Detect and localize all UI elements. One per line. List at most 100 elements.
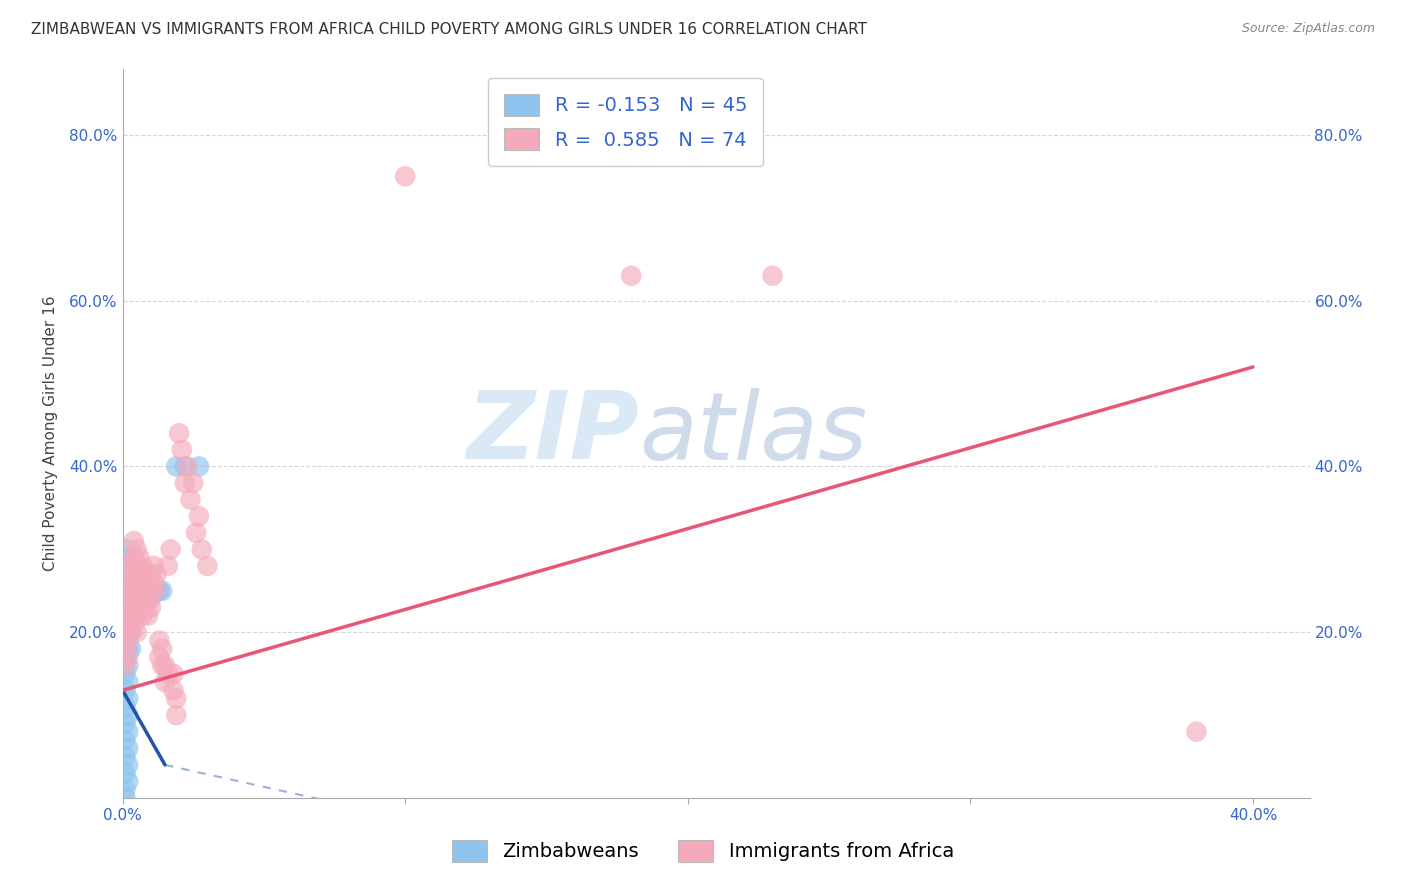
Point: [114, 791, 136, 805]
Point: [117, 625, 139, 640]
Point: [122, 617, 145, 632]
Point: [120, 625, 142, 640]
Point: [114, 625, 136, 640]
Point: [114, 766, 136, 780]
Point: [162, 683, 184, 698]
Point: [125, 625, 148, 640]
Point: [150, 583, 173, 598]
Point: [114, 633, 136, 648]
Point: [120, 592, 142, 607]
Point: [117, 633, 139, 648]
Point: [114, 666, 136, 681]
Point: [128, 567, 150, 582]
Point: [170, 442, 193, 457]
Point: [620, 268, 643, 283]
Point: [114, 567, 136, 582]
Point: [117, 675, 139, 690]
Point: [148, 633, 170, 648]
Point: [114, 583, 136, 598]
Point: [139, 567, 162, 582]
Point: [139, 583, 162, 598]
Point: [134, 567, 156, 582]
Point: [139, 600, 162, 615]
Point: [139, 592, 162, 607]
Point: [117, 658, 139, 673]
Point: [142, 558, 165, 573]
Point: [128, 550, 150, 565]
Point: [156, 558, 179, 573]
Point: [125, 592, 148, 607]
Legend: R = -0.153   N = 45, R =  0.585   N = 74: R = -0.153 N = 45, R = 0.585 N = 74: [488, 78, 762, 166]
Point: [122, 592, 145, 607]
Y-axis label: Child Poverty Among Girls Under 16: Child Poverty Among Girls Under 16: [44, 295, 58, 571]
Point: [148, 650, 170, 665]
Point: [131, 592, 153, 607]
Point: [145, 567, 167, 582]
Point: [122, 550, 145, 565]
Point: [117, 758, 139, 772]
Point: [114, 608, 136, 623]
Text: Source: ZipAtlas.com: Source: ZipAtlas.com: [1241, 22, 1375, 36]
Point: [131, 592, 153, 607]
Point: [195, 558, 218, 573]
Point: [159, 542, 181, 557]
Point: [120, 608, 142, 623]
Point: [114, 617, 136, 632]
Point: [153, 658, 176, 673]
Point: [114, 733, 136, 747]
Point: [114, 641, 136, 656]
Point: [114, 600, 136, 615]
Point: [150, 658, 173, 673]
Point: [142, 583, 165, 598]
Point: [173, 476, 195, 491]
Point: [150, 641, 173, 656]
Point: [114, 650, 136, 665]
Point: [156, 666, 179, 681]
Point: [122, 608, 145, 623]
Point: [134, 592, 156, 607]
Point: [181, 476, 204, 491]
Point: [136, 575, 159, 590]
Point: [128, 600, 150, 615]
Point: [117, 724, 139, 739]
Point: [165, 459, 187, 474]
Point: [125, 558, 148, 573]
Point: [122, 600, 145, 615]
Point: [120, 558, 142, 573]
Point: [131, 558, 153, 573]
Point: [148, 583, 170, 598]
Point: [117, 708, 139, 723]
Point: [142, 575, 165, 590]
Point: [114, 683, 136, 698]
Point: [117, 641, 139, 656]
Point: [176, 459, 198, 474]
Point: [131, 575, 153, 590]
Point: [184, 525, 207, 540]
Point: [120, 608, 142, 623]
Point: [162, 666, 184, 681]
Point: [117, 741, 139, 756]
Point: [120, 625, 142, 640]
Point: [761, 268, 783, 283]
Point: [117, 550, 139, 565]
Point: [125, 542, 148, 557]
Point: [117, 774, 139, 789]
Point: [165, 691, 187, 706]
Point: [128, 592, 150, 607]
Point: [179, 492, 201, 507]
Point: [117, 583, 139, 598]
Point: [136, 608, 159, 623]
Point: [114, 782, 136, 797]
Point: [165, 708, 187, 723]
Point: [114, 542, 136, 557]
Point: [120, 575, 142, 590]
Point: [134, 583, 156, 598]
Point: [125, 608, 148, 623]
Point: [145, 583, 167, 598]
Point: [167, 426, 190, 441]
Text: atlas: atlas: [638, 388, 868, 479]
Point: [117, 600, 139, 615]
Point: [145, 583, 167, 598]
Point: [114, 749, 136, 764]
Point: [128, 583, 150, 598]
